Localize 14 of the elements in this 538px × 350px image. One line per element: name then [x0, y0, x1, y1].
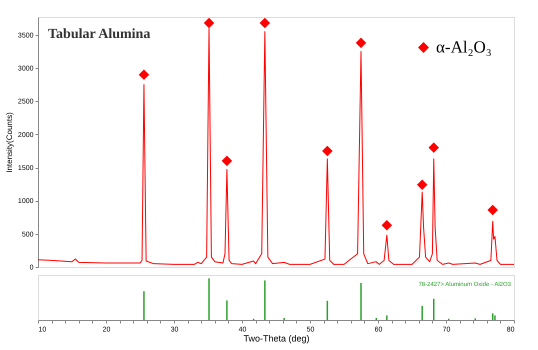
legend-label: α-Al₂O₃: [436, 38, 492, 56]
point: [428, 142, 440, 153]
point: [322, 146, 333, 156]
point: [222, 156, 232, 166]
point: [487, 204, 498, 216]
point: [416, 180, 428, 190]
text: Tabular Alumina: [48, 27, 150, 42]
point: [260, 18, 270, 28]
point: [382, 220, 392, 230]
point: [356, 38, 366, 48]
point: [204, 18, 214, 28]
point: [138, 69, 150, 80]
x-axis-title: Two-Theta (deg): [243, 334, 310, 344]
y-axis-title: Intensity(Counts): [4, 112, 14, 173]
